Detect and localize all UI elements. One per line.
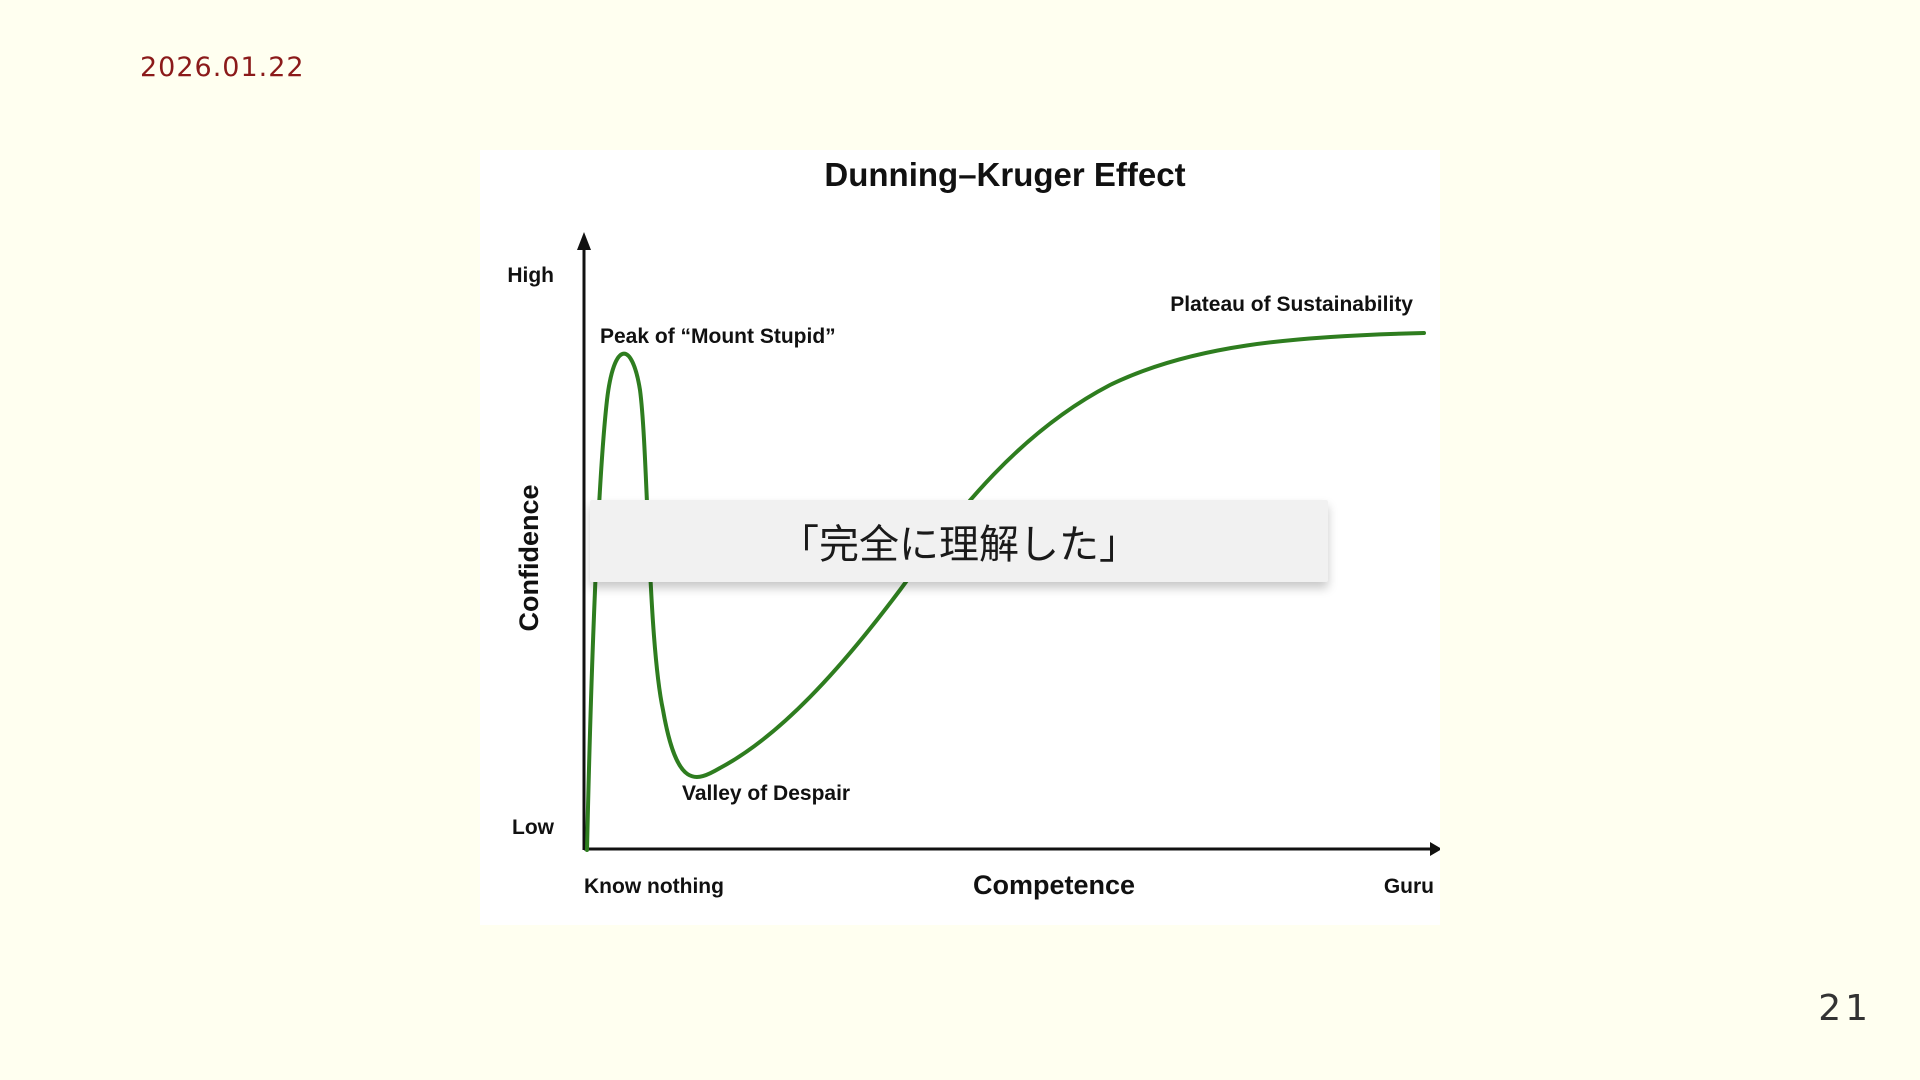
x-axis-start-label: Know nothing — [584, 875, 724, 898]
confidence-curve — [585, 331, 1426, 852]
callout-box: 「完全に理解した」 — [590, 500, 1328, 582]
diagram-title: Dunning–Kruger Effect — [824, 156, 1185, 193]
y-axis-high-label: High — [507, 264, 554, 287]
dunning-kruger-diagram: Dunning–Kruger Effect High Low Confidenc… — [507, 156, 1440, 900]
x-axis-title: Competence — [973, 870, 1135, 900]
page-number: 21 — [1818, 988, 1872, 1029]
peak-annotation: Peak of “Mount Stupid” — [600, 325, 836, 348]
x-axis-arrowhead — [1430, 842, 1440, 856]
plateau-annotation: Plateau of Sustainability — [1170, 293, 1413, 316]
x-axis-end-label: Guru — [1384, 875, 1434, 898]
y-axis-low-label: Low — [512, 816, 555, 839]
y-axis-title: Confidence — [514, 484, 544, 631]
y-axis-arrowhead — [577, 232, 591, 250]
slide-date: 2026.01.22 — [140, 52, 305, 83]
callout-text: 「完全に理解した」 — [779, 522, 1139, 568]
valley-annotation: Valley of Despair — [682, 782, 850, 805]
